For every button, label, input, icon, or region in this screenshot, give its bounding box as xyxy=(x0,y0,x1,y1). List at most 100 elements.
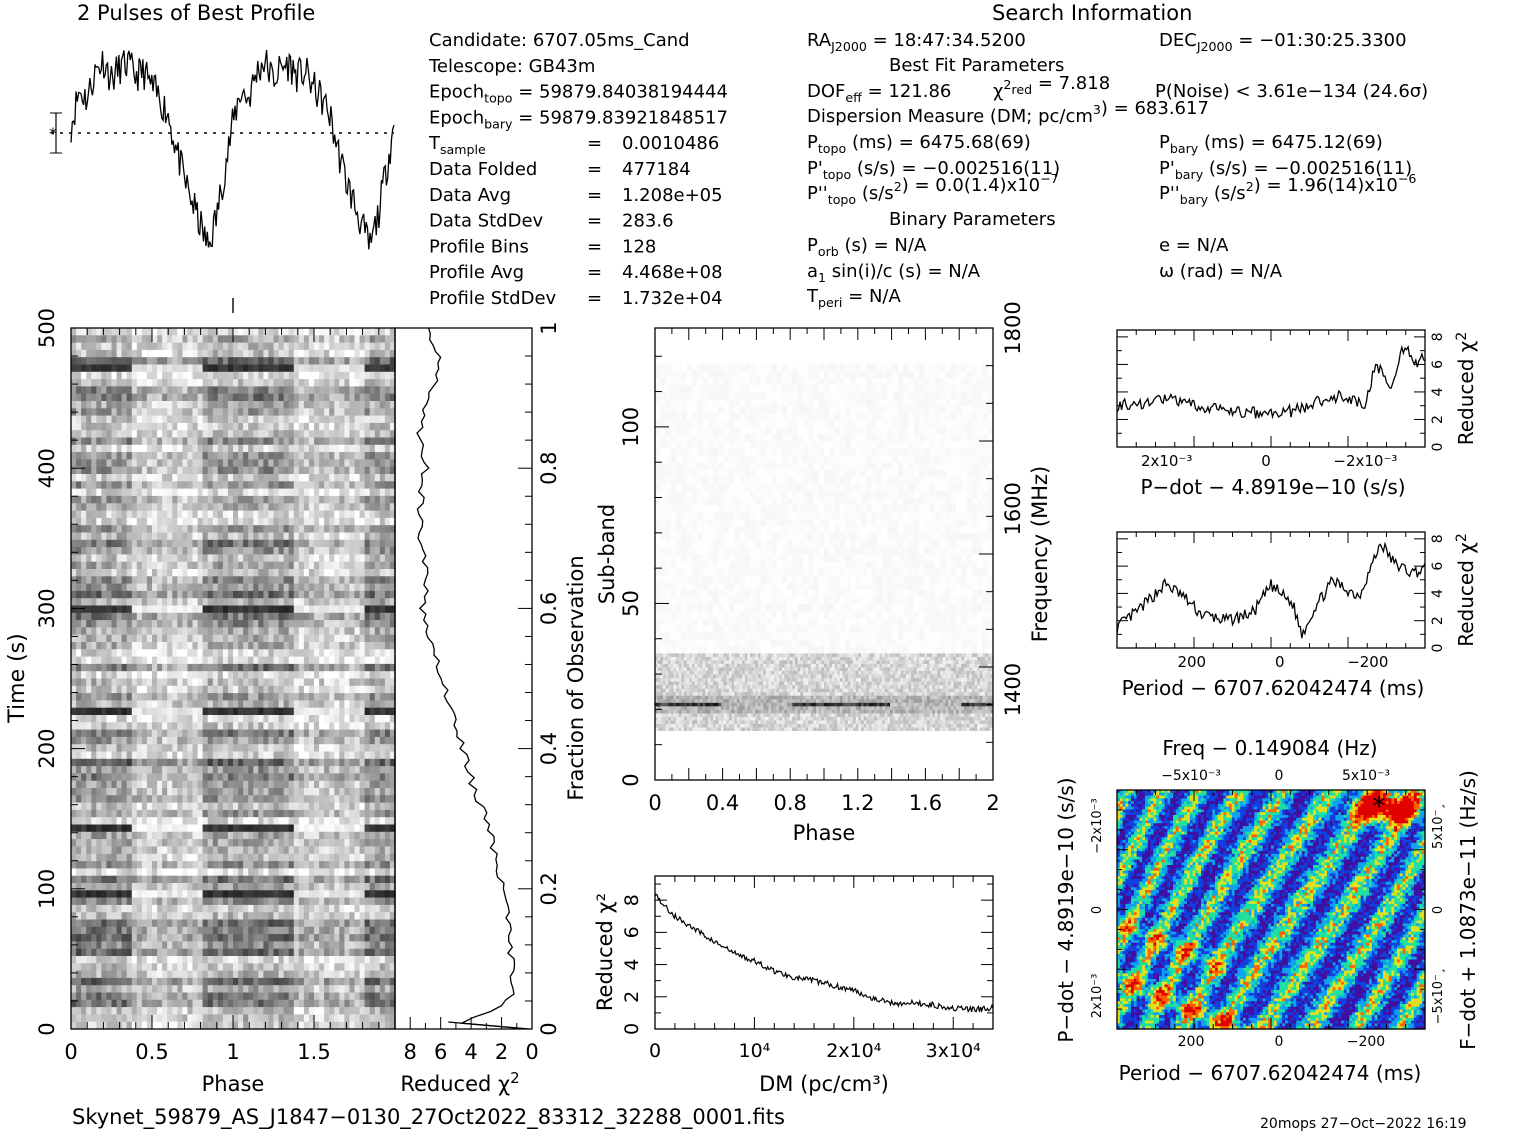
heatmap-cell xyxy=(177,657,183,665)
heatmap-cell xyxy=(142,467,148,475)
heatmap-cell xyxy=(263,686,269,694)
heatmap-cell xyxy=(106,693,112,701)
heatmap-cell xyxy=(203,817,209,825)
heatmap-cell xyxy=(243,350,249,358)
heatmap-cell xyxy=(365,481,371,489)
heatmap-cell xyxy=(238,328,244,336)
heatmap-cell xyxy=(233,825,239,833)
heatmap-cell xyxy=(329,613,335,621)
heatmap-cell xyxy=(203,766,209,774)
heatmap-cell xyxy=(309,540,315,548)
heatmap-cell xyxy=(193,416,199,424)
heatmap-cell xyxy=(193,474,199,482)
heatmap-cell xyxy=(253,467,259,475)
heatmap-cell xyxy=(218,737,224,745)
heatmap-cell xyxy=(218,861,224,869)
heatmap-cell xyxy=(187,693,193,701)
heatmap-cell xyxy=(223,752,229,760)
heatmap-cell xyxy=(91,868,97,876)
heatmap-cell xyxy=(182,350,188,358)
heatmap-cell xyxy=(289,781,295,789)
heatmap-cell xyxy=(71,489,77,497)
heatmap-cell xyxy=(299,679,305,687)
heatmap-cell xyxy=(96,445,102,453)
heatmap-cell xyxy=(162,430,168,438)
heatmap-cell xyxy=(233,700,239,708)
heatmap-cell xyxy=(147,372,153,380)
heatmap-cell xyxy=(127,416,133,424)
heatmap-cell xyxy=(106,773,112,781)
heatmap-cell xyxy=(248,386,254,394)
heatmap-cell xyxy=(284,861,290,869)
heatmap-cell xyxy=(248,335,254,343)
heatmap-cell xyxy=(304,708,310,716)
heatmap-cell xyxy=(263,365,269,373)
heatmap-cell xyxy=(258,598,264,606)
heatmap-cell xyxy=(370,423,376,431)
chi2-text-part: 2 xyxy=(1003,77,1011,92)
heatmap-cell xyxy=(248,438,254,446)
heatmap-cell xyxy=(203,379,209,387)
heatmap-cell xyxy=(355,372,361,380)
heatmap-cell xyxy=(187,576,193,584)
heatmap-cell xyxy=(284,657,290,665)
heatmap-cell xyxy=(268,467,274,475)
heatmap-cell xyxy=(81,430,87,438)
heatmap-cell xyxy=(132,649,138,657)
heatmap-cell xyxy=(117,496,123,504)
heatmap-cell xyxy=(349,511,355,519)
heatmap-cell xyxy=(96,459,102,467)
heatmap-cell xyxy=(198,584,204,592)
heatmap-cell xyxy=(299,328,305,336)
heatmap-cell xyxy=(193,503,199,511)
heatmap-cell xyxy=(127,759,133,767)
heatmap-cell xyxy=(319,525,325,533)
heatmap-cell xyxy=(268,832,274,840)
heatmap-cell xyxy=(385,744,391,752)
heatmap-cell xyxy=(147,459,153,467)
heatmap-cell xyxy=(309,759,315,767)
heatmap-cell xyxy=(152,489,158,497)
heatmap-cell xyxy=(248,781,254,789)
heatmap-cell xyxy=(289,730,295,738)
heatmap-cell xyxy=(339,408,345,416)
heatmap-cell xyxy=(117,598,123,606)
heatmap-cell xyxy=(375,365,381,373)
heatmap-cell xyxy=(375,846,381,854)
heatmap-cell xyxy=(233,445,239,453)
heatmap-cell xyxy=(223,817,229,825)
heatmap-cell xyxy=(203,810,209,818)
heatmap-cell xyxy=(334,467,340,475)
heatmap-cell xyxy=(142,525,148,533)
heatmap-cell xyxy=(147,408,153,416)
heatmap-cell xyxy=(324,533,330,541)
heatmap-cell xyxy=(253,744,259,752)
heatmap-cell xyxy=(274,438,280,446)
heatmap-cell xyxy=(203,686,209,694)
heatmap-cell xyxy=(213,803,219,811)
heatmap-cell xyxy=(198,803,204,811)
heatmap-cell xyxy=(365,635,371,643)
heatmap-cell xyxy=(142,715,148,723)
heatmap-cell xyxy=(198,693,204,701)
heatmap-cell xyxy=(294,496,300,504)
heatmap-cell xyxy=(127,642,133,650)
heatmap-cell xyxy=(289,533,295,541)
heatmap-cell xyxy=(355,649,361,657)
heatmap-cell xyxy=(86,693,92,701)
heatmap-cell xyxy=(329,839,335,847)
heatmap-cell xyxy=(182,503,188,511)
heatmap-cell xyxy=(137,445,143,453)
heatmap-cell xyxy=(142,810,148,818)
heatmap-cell xyxy=(81,445,87,453)
heatmap-cell xyxy=(208,854,214,862)
heatmap-cell xyxy=(81,766,87,774)
heatmap-cell xyxy=(132,744,138,752)
heatmap-cell xyxy=(370,752,376,760)
heatmap-cell xyxy=(193,686,199,694)
heatmap-cell xyxy=(76,642,82,650)
heatmap-cell xyxy=(258,489,264,497)
heatmap-cell xyxy=(375,474,381,482)
heatmap-cell xyxy=(142,503,148,511)
heatmap-cell xyxy=(187,700,193,708)
